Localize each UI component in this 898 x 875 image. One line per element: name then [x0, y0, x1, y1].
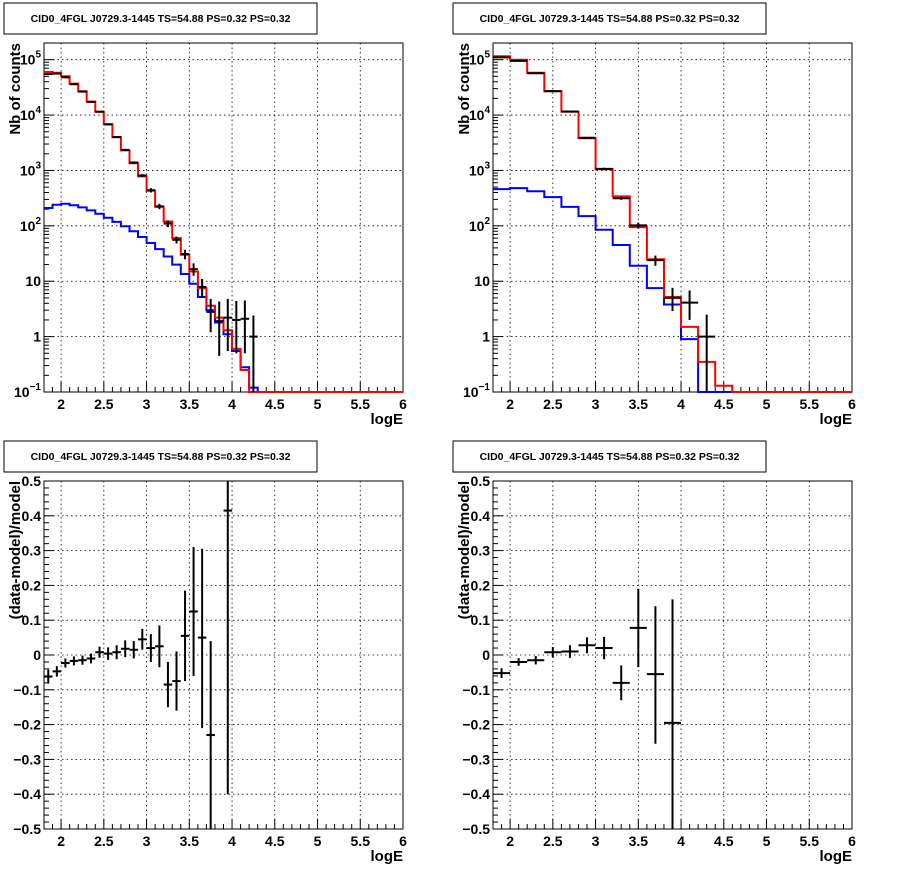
x-tick-label: 6: [399, 833, 407, 849]
x-tick-label: 3.5: [629, 833, 649, 849]
x-tick-label: 6: [848, 396, 856, 412]
y-tick-label: 0.3: [471, 543, 491, 559]
y-tick-label: 1: [482, 329, 490, 345]
x-tick-label: 2: [506, 833, 514, 849]
chart-panel-1: CID0_4FGL J0729.3-1445 TS=54.88 PS=0.32 …: [3, 2, 407, 428]
x-tick-label: 4.5: [265, 833, 285, 849]
x-axis-title: logE: [820, 411, 853, 428]
y-tick-label: 0.4: [471, 508, 491, 524]
plot-frame: [43, 42, 404, 393]
x-tick-label: 5.5: [351, 833, 371, 849]
x-tick-label: 4.5: [714, 396, 734, 412]
x-tick-label: 3: [143, 396, 151, 412]
x-tick-label: 5.5: [800, 396, 820, 412]
x-tick-label: 2.5: [94, 833, 114, 849]
x-tick-label: 4: [228, 396, 236, 412]
x-axis-title: logE: [371, 848, 404, 865]
chart-panel-3: CID0_4FGL J0729.3-1445 TS=54.88 PS=0.32 …: [3, 440, 407, 865]
chart-panel-4: CID0_4FGL J0729.3-1445 TS=54.88 PS=0.32 …: [452, 440, 856, 865]
x-tick-label: 5.5: [351, 396, 371, 412]
x-tick-label: 4.5: [714, 833, 734, 849]
x-tick-label: 5: [763, 396, 771, 412]
y-tick-label: −0.1: [462, 682, 490, 698]
model-histogram-line: [493, 55, 852, 393]
chart-panel-2: CID0_4FGL J0729.3-1445 TS=54.88 PS=0.32 …: [452, 2, 856, 428]
y-tick-label: 102: [469, 216, 491, 234]
x-tick-label: 3.5: [180, 833, 200, 849]
y-tick-label: −0.3: [13, 751, 41, 767]
x-tick-label: 3: [592, 396, 600, 412]
x-tick-label: 5.5: [800, 833, 820, 849]
y-tick-label: 0.5: [471, 473, 491, 489]
pad-title-box: [452, 2, 767, 35]
y-tick-label: 104: [469, 105, 491, 123]
y-tick-label: 105: [469, 50, 491, 68]
x-tick-label: 3.5: [180, 396, 200, 412]
x-axis-title: logE: [371, 411, 404, 428]
y-tick-label: 102: [20, 216, 42, 234]
chart-title: CID0_4FGL J0729.3-1445 TS=54.88 PS=0.32 …: [31, 13, 291, 25]
chart-title: CID0_4FGL J0729.3-1445 TS=54.88 PS=0.32 …: [31, 451, 291, 463]
plot-frame: [492, 42, 853, 393]
y-axis-title: (data-model)/model: [456, 481, 473, 619]
x-tick-label: 4: [677, 833, 685, 849]
y-tick-label: −0.4: [462, 786, 490, 802]
x-tick-label: 3: [143, 833, 151, 849]
x-axis-title: logE: [820, 848, 853, 865]
y-tick-label: −0.2: [462, 717, 490, 733]
chart-title: CID0_4FGL J0729.3-1445 TS=54.88 PS=0.32 …: [480, 13, 740, 25]
x-tick-label: 5: [314, 833, 322, 849]
x-tick-label: 3.5: [629, 396, 649, 412]
y-tick-label: 103: [20, 160, 42, 178]
x-tick-label: 2: [57, 833, 65, 849]
y-tick-label: −0.4: [13, 786, 41, 802]
x-tick-label: 2: [57, 396, 65, 412]
y-axis-title: Nb of counts: [7, 43, 24, 135]
y-tick-label: −0.5: [462, 821, 490, 837]
y-tick-label: 0.3: [22, 543, 42, 559]
x-tick-label: 6: [399, 396, 407, 412]
x-tick-label: 2.5: [543, 833, 563, 849]
y-tick-label: 0.2: [22, 577, 42, 593]
y-tick-label: −0.5: [13, 821, 41, 837]
x-tick-label: 5: [763, 833, 771, 849]
y-tick-label: 10−1: [463, 382, 490, 400]
y-tick-label: −0.3: [462, 751, 490, 767]
plot-frame: [43, 480, 404, 830]
y-tick-label: 105: [20, 50, 42, 68]
model-histogram-line: [44, 71, 403, 393]
y-tick-label: −0.1: [13, 682, 41, 698]
chart-title: CID0_4FGL J0729.3-1445 TS=54.88 PS=0.32 …: [480, 451, 740, 463]
y-tick-label: 0.1: [471, 612, 491, 628]
x-tick-label: 4: [228, 833, 236, 849]
y-tick-label: 104: [20, 105, 42, 123]
x-tick-label: 2.5: [94, 396, 114, 412]
y-tick-label: 103: [469, 160, 491, 178]
y-tick-label: 10: [25, 273, 41, 289]
x-tick-label: 4: [677, 396, 685, 412]
y-axis-title: (data-model)/model: [7, 481, 24, 619]
pad-title-box: [3, 440, 318, 473]
y-tick-label: 0.1: [22, 612, 42, 628]
y-tick-label: 1: [33, 329, 41, 345]
x-tick-label: 6: [848, 833, 856, 849]
x-tick-label: 4.5: [265, 396, 285, 412]
x-tick-label: 2: [506, 396, 514, 412]
x-tick-label: 3: [592, 833, 600, 849]
x-tick-label: 5: [314, 396, 322, 412]
y-tick-label: 0.2: [471, 577, 491, 593]
y-tick-label: 0: [482, 647, 490, 663]
source-histogram-line: [44, 202, 403, 393]
y-tick-label: −0.2: [13, 717, 41, 733]
y-tick-label: 10: [474, 273, 490, 289]
x-tick-label: 2.5: [543, 396, 563, 412]
y-tick-label: 0: [33, 647, 41, 663]
pad-title-box: [452, 440, 767, 473]
y-axis-title: Nb of counts: [456, 43, 473, 135]
y-tick-label: 0.4: [22, 508, 42, 524]
y-tick-label: 0.5: [22, 473, 42, 489]
pad-title-box: [3, 2, 318, 35]
y-tick-label: 10−1: [14, 382, 41, 400]
